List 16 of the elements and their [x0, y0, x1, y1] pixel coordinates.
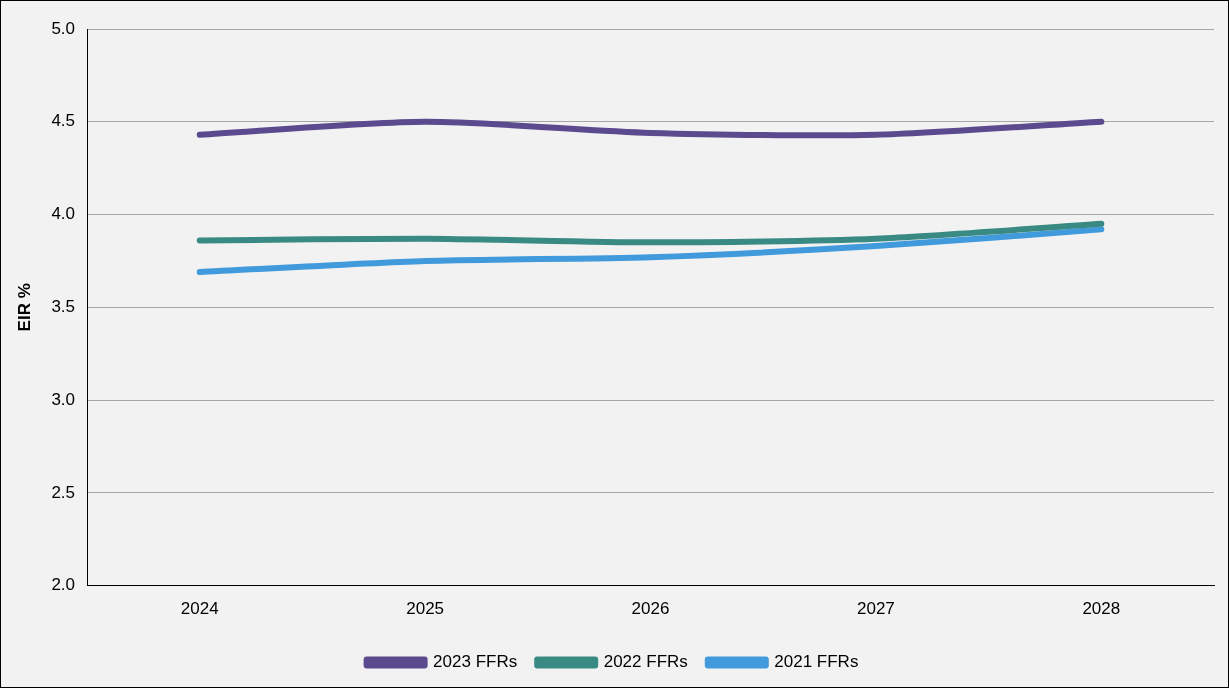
legend-label: 2022 FFRs — [603, 652, 688, 672]
x-tick-label: 2025 — [406, 599, 445, 619]
y-tick-label: 5.0 — [51, 18, 76, 38]
y-tick-label: 4.0 — [51, 204, 76, 224]
y-axis-title: EIR % — [14, 283, 34, 332]
y-tick-label: 2.5 — [51, 482, 76, 502]
y-tick-label: 4.5 — [51, 111, 76, 131]
y-tick-label: 2.0 — [51, 575, 76, 595]
x-tick-label: 2024 — [180, 599, 219, 619]
legend-label: 2021 FFRs — [774, 652, 859, 672]
y-tick-label: 3.0 — [51, 389, 76, 409]
legend-label: 2023 FFRs — [433, 652, 518, 672]
y-tick-label: 3.5 — [51, 296, 76, 316]
x-tick-label: 2028 — [1082, 599, 1121, 619]
x-tick-label: 2027 — [857, 599, 895, 619]
x-tick-label: 2026 — [631, 599, 670, 619]
